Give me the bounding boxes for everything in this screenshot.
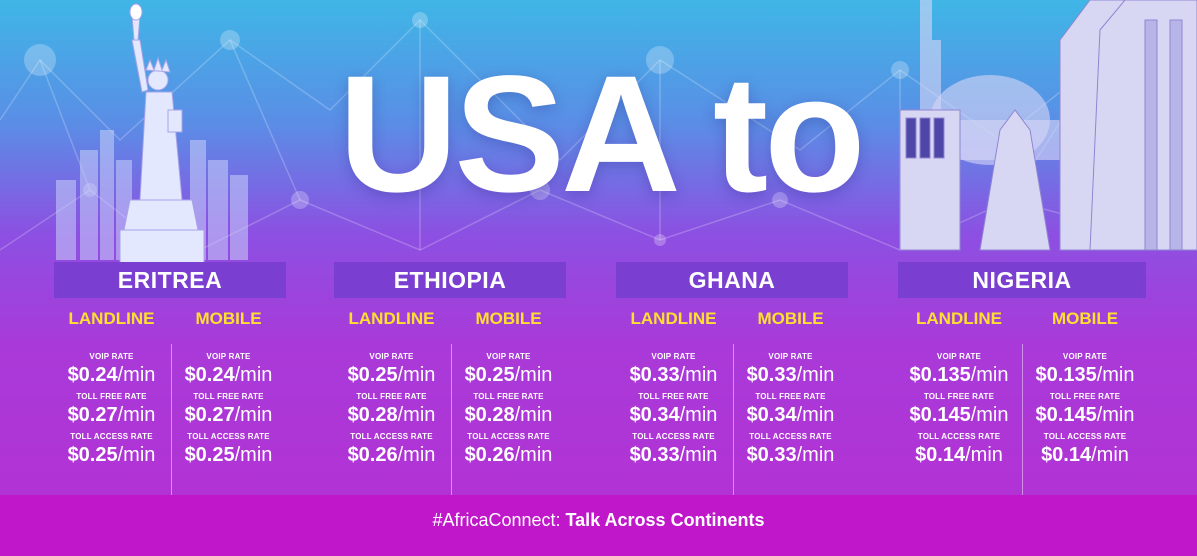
column-divider [1022, 344, 1023, 518]
rate-columns: LANDLINE VOIP RATE $0.135/min TOLL FREE … [898, 308, 1146, 518]
voip-rate-value: $0.25/min [464, 364, 553, 386]
toll-free-rate-value: $0.145/min [1035, 404, 1135, 426]
voip-rate-label: VOIP RATE [369, 352, 414, 361]
toll-access-rate-value: $0.26/min [347, 444, 436, 466]
mobile-title: MOBILE [475, 309, 542, 328]
toll-free-rate-value: $0.34/min [746, 404, 835, 426]
toll-free-rate-value: $0.34/min [629, 404, 718, 426]
country-card-nigeria: NIGERIA LANDLINE VOIP RATE $0.135/min TO… [898, 262, 1146, 518]
voip-rate-value: $0.24/min [67, 364, 156, 386]
country-card-eritrea: ERITREA LANDLINE VOIP RATE $0.24/min TOL… [54, 262, 286, 518]
rate-columns: LANDLINE VOIP RATE $0.33/min TOLL FREE R… [616, 308, 848, 518]
landline-column: LANDLINE VOIP RATE $0.33/min TOLL FREE R… [616, 308, 731, 466]
headline: USA to [338, 42, 865, 227]
toll-access-rate-value: $0.33/min [629, 444, 718, 466]
landline-title: LANDLINE [68, 309, 155, 328]
toll-access-rate-label: TOLL ACCESS RATE [1043, 432, 1127, 441]
rate-columns: LANDLINE VOIP RATE $0.25/min TOLL FREE R… [334, 308, 566, 518]
voip-rate-label: VOIP RATE [651, 352, 696, 361]
mobile-column: MOBILE VOIP RATE $0.33/min TOLL FREE RAT… [733, 308, 848, 466]
rate-columns: LANDLINE VOIP RATE $0.24/min TOLL FREE R… [54, 308, 286, 518]
country-name: ERITREA [54, 262, 286, 298]
mobile-title: MOBILE [195, 309, 262, 328]
toll-free-rate-label: TOLL FREE RATE [76, 392, 147, 401]
toll-access-rate-value: $0.25/min [67, 444, 156, 466]
landline-title: LANDLINE [630, 309, 717, 328]
toll-access-rate-label: TOLL ACCESS RATE [467, 432, 550, 441]
voip-rate-value: $0.25/min [347, 364, 436, 386]
toll-free-rate-label: TOLL FREE RATE [1049, 392, 1121, 401]
toll-free-rate-label: TOLL FREE RATE [638, 392, 709, 401]
landline-title: LANDLINE [348, 309, 435, 328]
country-card-ghana: GHANA LANDLINE VOIP RATE $0.33/min TOLL … [616, 262, 848, 518]
toll-free-rate-label: TOLL FREE RATE [755, 392, 826, 401]
toll-access-rate-label: TOLL ACCESS RATE [917, 432, 1001, 441]
toll-free-rate-value: $0.27/min [184, 404, 273, 426]
toll-access-rate-label: TOLL ACCESS RATE [749, 432, 832, 441]
landline-column: LANDLINE VOIP RATE $0.24/min TOLL FREE R… [54, 308, 169, 466]
toll-free-rate-value: $0.27/min [67, 404, 156, 426]
toll-access-rate-value: $0.14/min [1041, 444, 1129, 466]
landline-column: LANDLINE VOIP RATE $0.25/min TOLL FREE R… [334, 308, 449, 466]
toll-free-rate-label: TOLL FREE RATE [923, 392, 995, 401]
voip-rate-value: $0.135/min [909, 364, 1009, 386]
voip-rate-value: $0.135/min [1035, 364, 1135, 386]
mobile-title: MOBILE [757, 309, 824, 328]
toll-free-rate-label: TOLL FREE RATE [193, 392, 264, 401]
nigeria-mosque-illustration [899, 0, 1197, 251]
toll-free-rate-value: $0.28/min [464, 404, 553, 426]
footer-hashtag: #AfricaConnect: [432, 510, 561, 530]
voip-rate-value: $0.24/min [184, 364, 273, 386]
mobile-column: MOBILE VOIP RATE $0.135/min TOLL FREE RA… [1024, 308, 1146, 466]
mobile-column: MOBILE VOIP RATE $0.25/min TOLL FREE RAT… [451, 308, 566, 466]
toll-free-rate-label: TOLL FREE RATE [356, 392, 427, 401]
footer-bar: #AfricaConnect: Talk Across Continents [0, 495, 1197, 556]
statue-of-liberty-illustration [56, 3, 248, 270]
voip-rate-value: $0.33/min [746, 364, 835, 386]
landline-title: LANDLINE [916, 309, 1002, 328]
column-divider [171, 344, 172, 518]
toll-free-rate-label: TOLL FREE RATE [473, 392, 544, 401]
toll-access-rate-label: TOLL ACCESS RATE [632, 432, 715, 441]
voip-rate-label: VOIP RATE [206, 352, 251, 361]
country-name: ETHIOPIA [334, 262, 566, 298]
footer-tagline: Talk Across Continents [560, 510, 765, 530]
column-divider [733, 344, 734, 518]
voip-rate-label: VOIP RATE [89, 352, 134, 361]
voip-rate-label: VOIP RATE [1062, 352, 1108, 361]
voip-rate-value: $0.33/min [629, 364, 718, 386]
column-divider [451, 344, 452, 518]
country-card-ethiopia: ETHIOPIA LANDLINE VOIP RATE $0.25/min TO… [334, 262, 566, 518]
voip-rate-label: VOIP RATE [768, 352, 813, 361]
toll-access-rate-label: TOLL ACCESS RATE [70, 432, 153, 441]
toll-access-rate-label: TOLL ACCESS RATE [350, 432, 433, 441]
country-name: GHANA [616, 262, 848, 298]
toll-free-rate-value: $0.28/min [347, 404, 436, 426]
mobile-title: MOBILE [1051, 309, 1119, 328]
toll-access-rate-value: $0.25/min [184, 444, 273, 466]
toll-free-rate-value: $0.145/min [909, 404, 1009, 426]
country-name: NIGERIA [898, 262, 1146, 298]
toll-access-rate-value: $0.26/min [464, 444, 553, 466]
voip-rate-label: VOIP RATE [936, 352, 982, 361]
mobile-column: MOBILE VOIP RATE $0.24/min TOLL FREE RAT… [171, 308, 286, 466]
toll-access-rate-value: $0.14/min [915, 444, 1003, 466]
toll-access-rate-value: $0.33/min [746, 444, 835, 466]
voip-rate-label: VOIP RATE [486, 352, 531, 361]
toll-access-rate-label: TOLL ACCESS RATE [187, 432, 270, 441]
landline-column: LANDLINE VOIP RATE $0.135/min TOLL FREE … [898, 308, 1020, 466]
